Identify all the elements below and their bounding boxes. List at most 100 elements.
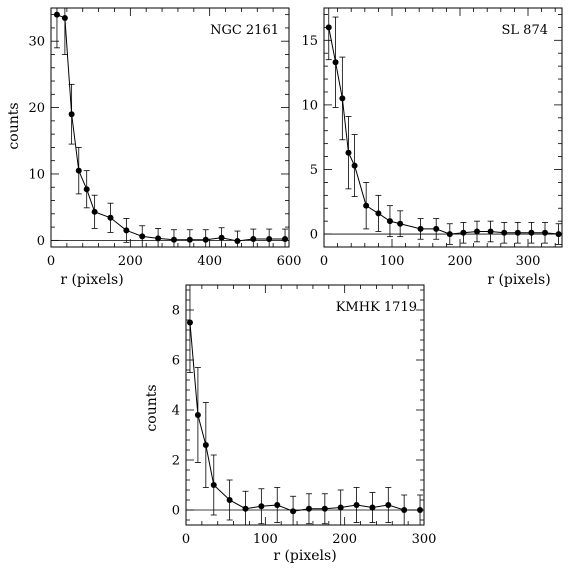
- panel-title: SL 874: [502, 23, 548, 38]
- data-point: [226, 497, 233, 503]
- y-axis-label: counts: [144, 384, 160, 431]
- y-tick-label: 8: [172, 304, 180, 319]
- data-point: [555, 231, 562, 238]
- y-tick-label: 0: [172, 504, 180, 519]
- data-point: [369, 504, 376, 511]
- data-point: [345, 149, 352, 156]
- data-point: [170, 236, 177, 243]
- data-point: [250, 236, 257, 243]
- data-point: [107, 214, 114, 221]
- x-tick-label: 200: [118, 254, 143, 269]
- y-tick-label: 10: [301, 98, 318, 113]
- data-point: [417, 225, 424, 232]
- y-tick-label: 0: [310, 228, 318, 243]
- data-point: [528, 229, 535, 236]
- data-point: [274, 502, 281, 508]
- data-series: [53, 8, 289, 247]
- data-point: [210, 482, 217, 488]
- y-tick-label: 4: [172, 404, 180, 419]
- y-tick-label: 5: [310, 163, 318, 178]
- data-point: [53, 11, 60, 18]
- plot-frame: [50, 7, 290, 248]
- x-tick-label: 300: [412, 532, 437, 547]
- y-tick-label: 20: [28, 101, 45, 116]
- data-point: [501, 229, 508, 236]
- x-tick-label: 200: [448, 254, 473, 269]
- data-point: [375, 210, 382, 217]
- data-point: [305, 505, 312, 512]
- data-point: [433, 225, 440, 232]
- data-point: [139, 233, 146, 240]
- panel-ngc-2161: NGC 2161 r (pixels) counts 0 200 400 600 0 10…: [6, 7, 302, 288]
- data-point: [61, 14, 68, 21]
- data-point: [155, 235, 162, 242]
- series-line: [328, 27, 559, 235]
- data-point: [202, 442, 209, 448]
- y-tick-label: 30: [28, 35, 45, 50]
- data-point: [460, 229, 467, 236]
- data-point: [282, 236, 289, 243]
- y-axis-label: counts: [6, 102, 22, 149]
- data-point: [321, 505, 328, 512]
- x-tick-label: 600: [277, 254, 302, 269]
- panel-sl-874: SL 874 r (pixels) 0 100 200 300 0 5 10 15: [301, 7, 563, 288]
- y-tick-label: 6: [172, 354, 180, 369]
- data-point: [234, 238, 241, 245]
- data-point: [258, 503, 265, 510]
- data-point: [397, 220, 404, 227]
- data-point: [68, 111, 75, 118]
- x-tick-label: 200: [332, 532, 357, 547]
- data-point: [446, 231, 453, 238]
- data-point: [353, 502, 360, 508]
- data-point: [417, 507, 424, 513]
- data-point: [474, 228, 480, 235]
- data-point: [202, 236, 209, 243]
- data-point: [542, 229, 548, 236]
- x-tick-label: 400: [197, 254, 222, 269]
- x-tick-label: 0: [320, 254, 328, 269]
- x-tick-label: 100: [253, 532, 278, 547]
- data-point: [337, 504, 344, 511]
- x-tick-label: 300: [516, 254, 541, 269]
- x-axis-label: r (pixels): [60, 272, 123, 288]
- data-point: [351, 162, 358, 169]
- data-point: [186, 319, 193, 326]
- data-point: [194, 412, 201, 418]
- y-tick-label: 10: [28, 167, 45, 182]
- data-point: [266, 236, 273, 243]
- data-point: [401, 507, 408, 513]
- data-point: [242, 505, 249, 512]
- data-point: [332, 59, 339, 66]
- panel-title: KMHK 1719: [336, 300, 417, 315]
- data-point: [186, 236, 193, 243]
- data-point: [91, 208, 98, 215]
- y-tick-label: 15: [301, 34, 318, 49]
- data-point: [83, 186, 90, 193]
- data-point: [325, 24, 332, 31]
- x-tick-label: 0: [182, 532, 190, 547]
- data-point: [339, 95, 346, 102]
- data-point: [290, 508, 297, 515]
- data-point: [218, 234, 225, 241]
- data-series: [325, 8, 562, 245]
- x-axis-label: r (pixels): [487, 272, 550, 288]
- panel-title: NGC 2161: [210, 23, 279, 38]
- data-point: [363, 202, 370, 209]
- data-series: [186, 285, 424, 525]
- series-line: [189, 322, 421, 512]
- data-point: [385, 502, 392, 508]
- y-tick-label: 0: [37, 234, 45, 249]
- data-point: [487, 228, 494, 235]
- data-point: [386, 218, 393, 225]
- data-point: [75, 167, 82, 174]
- y-tick-label: 2: [172, 454, 180, 469]
- x-axis-label: r (pixels): [273, 548, 336, 564]
- data-point: [514, 229, 521, 236]
- panel-kmhk-1719: KMHK 1719 r (pixels) counts 0 100 200 300 0 2…: [144, 284, 437, 564]
- plot-frame: [323, 7, 563, 248]
- x-tick-label: 0: [47, 254, 55, 269]
- data-point: [123, 227, 130, 234]
- series-line: [56, 14, 286, 242]
- plot-frame: [185, 284, 425, 526]
